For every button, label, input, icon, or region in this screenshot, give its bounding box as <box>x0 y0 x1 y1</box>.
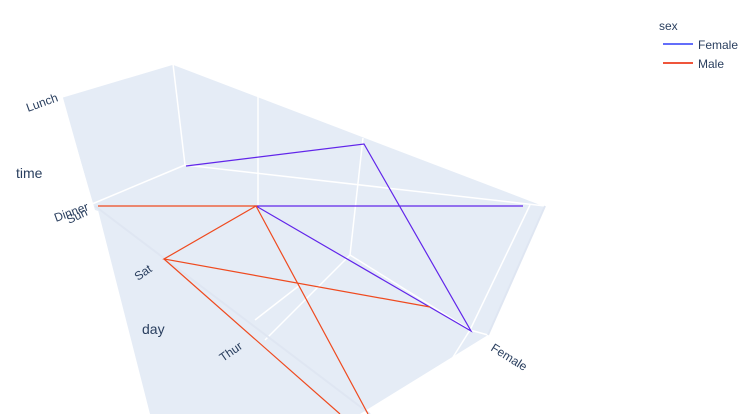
legend-item-female[interactable]: Female <box>663 38 738 52</box>
scene-panes <box>62 64 545 414</box>
x-tick-female: Female <box>488 341 530 374</box>
legend-item-male[interactable]: Male <box>663 57 724 71</box>
trace-male-segment-1 <box>163 258 341 414</box>
traces <box>98 143 523 414</box>
scene-grid <box>61 63 546 411</box>
trace-male-segment-0 <box>255 205 369 414</box>
trace-female <box>185 143 523 333</box>
z-axis-title: time <box>16 165 43 181</box>
floor-pane <box>95 206 545 414</box>
y-axis-title: day <box>142 321 165 337</box>
legend: sex Female Male <box>659 19 738 71</box>
legend-label-female: Female <box>698 38 738 52</box>
legend-label-male: Male <box>698 57 724 71</box>
scene-edges <box>94 205 546 414</box>
legend-title: sex <box>659 19 678 33</box>
